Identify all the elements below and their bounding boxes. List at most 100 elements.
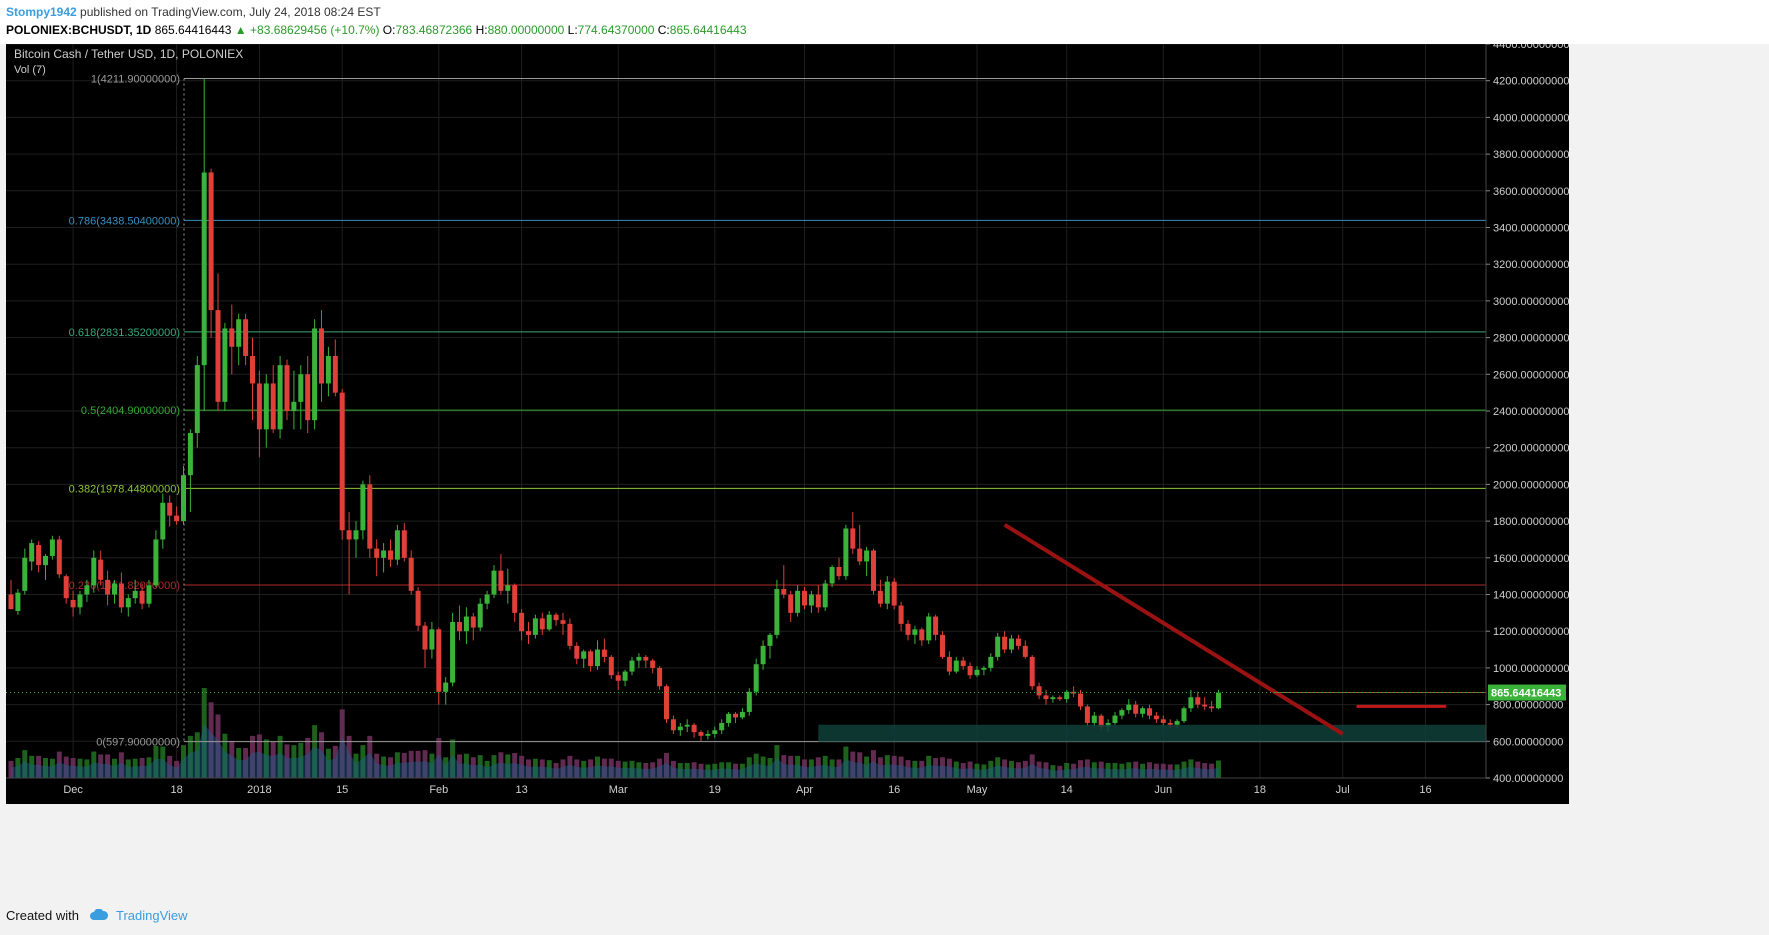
candle-body[interactable] [8,594,14,610]
candle-body[interactable] [753,664,759,692]
candle-body[interactable] [312,328,318,421]
candle-body[interactable] [781,588,787,595]
candle-body[interactable] [1119,710,1125,716]
price-axis[interactable]: 4400.00000000 4200.00000000 4000.00000000 3… [1485,39,1569,785]
candle-body[interactable] [698,732,704,736]
candle-body[interactable] [857,548,863,562]
candle-body[interactable] [429,629,435,650]
candlestick-chart[interactable]: 1(4211.90000000) 0.786(3438.50400000) 0.61… [6,39,1769,804]
candle-body[interactable] [1098,715,1104,727]
candle-body[interactable] [112,583,117,595]
candle-body[interactable] [43,555,48,566]
candle-body[interactable] [719,722,725,731]
candle-body[interactable] [1202,704,1208,707]
candle-body[interactable] [284,365,290,411]
candle-body[interactable] [788,594,794,613]
candle-body[interactable] [401,530,407,558]
candle-body[interactable] [339,392,345,531]
candle-body[interactable] [574,645,580,659]
candle-body[interactable] [657,667,663,687]
candle-body[interactable] [864,550,870,562]
candle-body[interactable] [760,645,766,665]
candle-body[interactable] [408,557,414,591]
candle-body[interactable] [588,651,594,667]
candle-body[interactable] [926,616,932,641]
candle-body[interactable] [953,660,959,672]
candle-body[interactable] [539,618,545,630]
candle-body[interactable] [70,600,76,608]
candle-body[interactable] [325,355,331,384]
candle-body[interactable] [505,585,511,591]
candle-body[interactable] [988,656,994,668]
candle-body[interactable] [222,328,228,402]
candle-body[interactable] [450,622,456,683]
candle-body[interactable] [946,656,952,672]
candle-body[interactable] [815,594,821,608]
candle-body[interactable] [436,629,442,692]
candle-body[interactable] [643,656,649,661]
drawings[interactable] [6,523,1486,742]
candle-body[interactable] [236,319,242,347]
candle-body[interactable] [243,319,249,356]
candle-body[interactable] [1022,645,1028,657]
candle-body[interactable] [795,590,801,613]
candle-body[interactable] [808,594,814,606]
candle-body[interactable] [615,675,621,681]
candle-body[interactable] [457,622,462,632]
candle-body[interactable] [733,713,738,718]
candle-body[interactable] [884,581,890,604]
candle-body[interactable] [519,612,525,632]
candle-body[interactable] [1195,697,1201,705]
candle-body[interactable] [512,585,518,613]
candle-body[interactable] [443,682,449,692]
candle-body[interactable] [829,566,835,584]
candle-body[interactable] [125,598,131,608]
candles[interactable] [8,78,1222,742]
candle-body[interactable] [298,374,304,402]
candle-body[interactable] [802,590,807,606]
candle-body[interactable] [1084,706,1090,723]
candle-body[interactable] [712,730,718,734]
candle-body[interactable] [622,671,628,681]
candle-body[interactable] [1009,638,1014,650]
candle-body[interactable] [940,634,945,657]
candle-body[interactable] [836,566,842,577]
candle-body[interactable] [767,634,773,646]
candle-body[interactable] [726,713,732,723]
candle-body[interactable] [319,328,324,384]
candle-body[interactable] [215,310,221,402]
candle-body[interactable] [1064,691,1070,700]
candle-body[interactable] [263,383,269,430]
candle-body[interactable] [381,550,387,558]
candle-body[interactable] [532,618,538,635]
candle-body[interactable] [843,528,849,577]
candle-body[interactable] [850,528,856,549]
candle-body[interactable] [595,649,600,667]
candle-body[interactable] [1160,719,1166,723]
candle-body[interactable] [367,484,373,549]
candle-body[interactable] [360,484,366,531]
author-link[interactable]: Stompy1942 [6,5,77,19]
candle-body[interactable] [346,530,352,540]
candle-body[interactable] [1029,656,1035,687]
candle-body[interactable] [1147,708,1152,716]
candle-body[interactable] [477,603,483,628]
candle-body[interactable] [898,605,904,624]
candle-body[interactable] [56,539,62,575]
candle-body[interactable] [1112,715,1118,723]
candle-body[interactable] [601,649,607,657]
candle-body[interactable] [291,401,297,411]
candle-body[interactable] [1181,708,1187,722]
candle-body[interactable] [491,570,497,595]
candle-body[interactable] [15,592,21,612]
candle-body[interactable] [670,719,676,731]
candle-body[interactable] [746,691,752,712]
candle-body[interactable] [208,172,214,311]
candle-body[interactable] [49,539,55,556]
candle-body[interactable] [1140,708,1146,714]
candle-body[interactable] [1133,704,1139,714]
tradingview-link[interactable]: TradingView [116,908,188,923]
candle-body[interactable] [250,355,255,384]
candle-body[interactable] [63,576,69,599]
candle-body[interactable] [374,548,380,558]
